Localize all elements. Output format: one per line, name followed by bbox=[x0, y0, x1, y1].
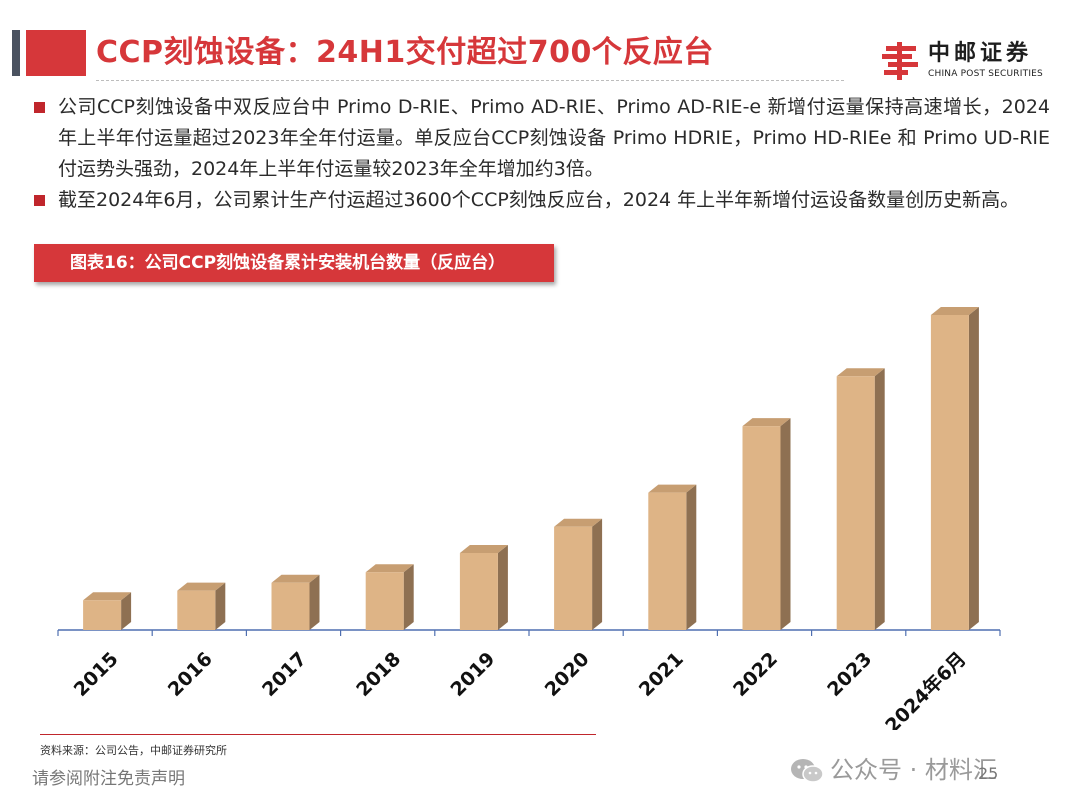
bar bbox=[648, 492, 687, 630]
x-tick-label: 2018 bbox=[352, 648, 405, 701]
source-note: 资料来源：公司公告，中邮证券研究所 bbox=[40, 744, 227, 757]
x-tick-label: 2023 bbox=[823, 648, 876, 701]
watermark-text: 公众号 · 材料汇 bbox=[830, 756, 997, 784]
page-number: 25 bbox=[978, 764, 999, 783]
bullet-square-icon bbox=[34, 102, 45, 113]
bullet-item: 公司CCP刻蚀设备中双反应台中 Primo D-RIE、Primo AD-RIE… bbox=[30, 92, 1050, 185]
bar-side bbox=[403, 564, 414, 630]
bar bbox=[459, 553, 498, 630]
bar bbox=[365, 572, 404, 630]
figure-title-banner: 图表16：公司CCP刻蚀设备累计安装机台数量（反应台） bbox=[34, 244, 554, 282]
bar bbox=[554, 526, 593, 630]
bar-side bbox=[968, 307, 979, 630]
bar-side bbox=[592, 518, 603, 630]
x-tick-label: 2015 bbox=[70, 648, 123, 701]
bar bbox=[177, 590, 216, 630]
watermark: 公众号 · 材料汇 bbox=[790, 750, 997, 785]
x-tick-label: 2021 bbox=[635, 648, 688, 701]
bar-side bbox=[686, 484, 697, 630]
bar bbox=[83, 600, 122, 630]
x-tick-label: 2017 bbox=[258, 648, 311, 701]
bar-chart-svg: 2015 2016 2017 2018 2019 2020 2021 2022 2023 2024… bbox=[57, 307, 1001, 730]
bar-side bbox=[309, 574, 320, 630]
x-tick-label: 2022 bbox=[729, 648, 782, 701]
bar-side bbox=[215, 582, 226, 630]
bar bbox=[271, 582, 310, 630]
wechat-icon bbox=[791, 759, 824, 783]
source-divider bbox=[40, 734, 596, 735]
bar-side bbox=[780, 418, 791, 630]
title-accent-dark bbox=[12, 30, 20, 76]
x-tick-label: 2024年6月 bbox=[881, 647, 971, 730]
bar-top bbox=[271, 574, 320, 583]
bullet-list: 公司CCP刻蚀设备中双反应台中 Primo D-RIE、Primo AD-RIE… bbox=[30, 92, 1050, 216]
title-accent-red bbox=[26, 30, 86, 76]
bullet-text: 公司CCP刻蚀设备中双反应台中 Primo D-RIE、Primo AD-RIE… bbox=[58, 96, 1050, 180]
bar-side bbox=[121, 592, 132, 630]
x-tick-label: 2019 bbox=[446, 648, 499, 701]
disclaimer-text: 请参阅附注免责声明 bbox=[32, 769, 185, 789]
bullet-item: 截至2024年6月，公司累计生产付运超过3600个CCP刻蚀反应台，2024 年… bbox=[30, 185, 1050, 216]
bar bbox=[742, 426, 781, 630]
bar-top bbox=[83, 592, 132, 601]
bullet-text: 截至2024年6月，公司累计生产付运超过3600个CCP刻蚀反应台，2024 年… bbox=[58, 189, 1020, 211]
bar-top bbox=[459, 545, 508, 553]
bar bbox=[836, 376, 875, 630]
page-title: CCP刻蚀设备：24H1交付超过700个反应台 bbox=[96, 35, 714, 70]
bar-chart: 2015 2016 2017 2018 2019 2020 2021 2022 2023 2024… bbox=[0, 290, 1080, 730]
china-post-logo-icon bbox=[882, 42, 918, 80]
bullet-square-icon bbox=[34, 195, 45, 206]
bar-top bbox=[648, 484, 697, 493]
title-divider bbox=[96, 80, 844, 81]
x-tick-label: 2020 bbox=[541, 648, 594, 701]
bar-top bbox=[930, 307, 979, 315]
x-tick-label: 2016 bbox=[164, 648, 217, 701]
company-logo: 中邮证券 CHINA POST SECURITIES bbox=[880, 40, 1052, 84]
bar-top bbox=[177, 582, 226, 591]
bar-top bbox=[554, 518, 603, 527]
bar-side bbox=[497, 545, 508, 630]
bar-top bbox=[365, 564, 414, 573]
figure-title: 图表16：公司CCP刻蚀设备累计安装机台数量（反应台） bbox=[70, 253, 506, 273]
bar-top bbox=[836, 368, 885, 377]
bar-top bbox=[742, 418, 791, 427]
bar-side bbox=[874, 368, 885, 630]
logo-text-cn: 中邮证券 bbox=[928, 41, 1033, 66]
bar bbox=[930, 315, 969, 630]
logo-text-en: CHINA POST SECURITIES bbox=[928, 69, 1043, 79]
